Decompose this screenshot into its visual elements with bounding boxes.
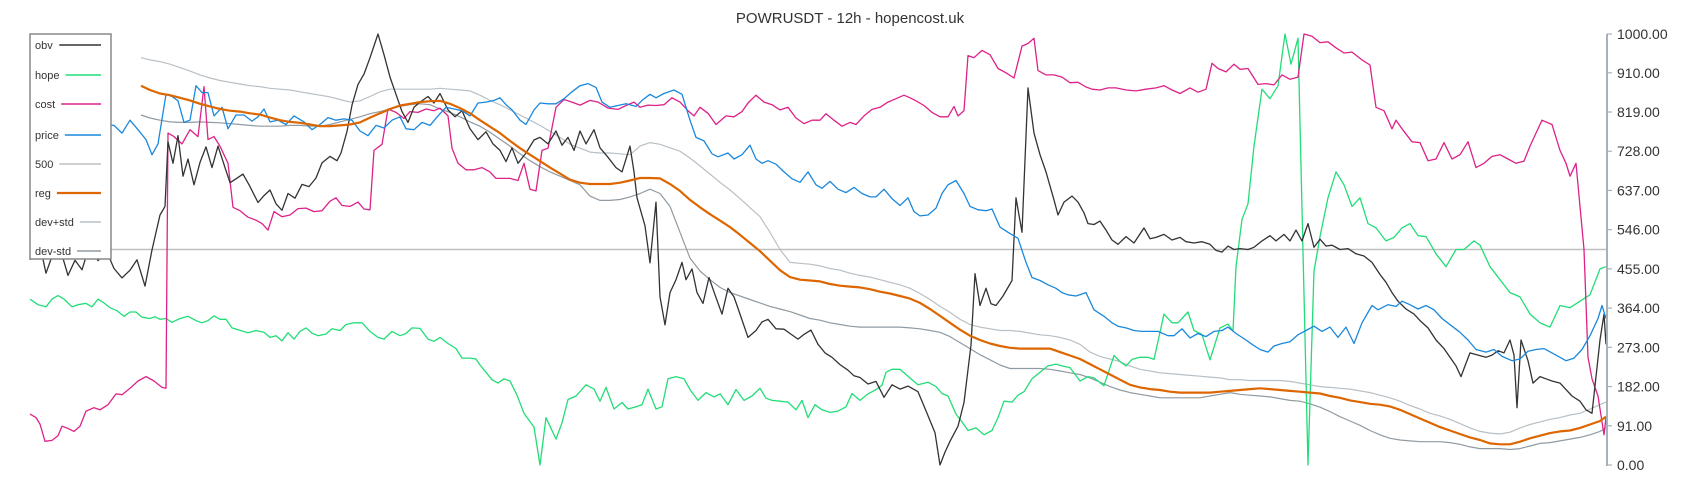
series-obv-line bbox=[29, 33, 1607, 466]
legend-item-hope[interactable]: hope bbox=[35, 70, 101, 82]
legend-item-reg[interactable]: reg bbox=[35, 188, 101, 200]
legend-item-dev-std[interactable]: dev-std bbox=[35, 246, 101, 258]
y-tick-label: 273.00 bbox=[1617, 339, 1660, 355]
y-tick-label: 364.00 bbox=[1617, 300, 1660, 316]
legend-item-obv[interactable]: obv bbox=[35, 40, 101, 52]
legend-label: price bbox=[35, 130, 59, 142]
legend-label: cost bbox=[35, 99, 55, 111]
legend-label: reg bbox=[35, 188, 51, 200]
series-dev-std-line bbox=[140, 57, 1607, 435]
series-dev-std-line bbox=[140, 103, 1607, 451]
legend-item-dev-std[interactable]: dev+std bbox=[35, 217, 101, 229]
series-reg-line bbox=[140, 84, 1607, 446]
series-price-line bbox=[29, 82, 1607, 362]
series-cost-line bbox=[29, 33, 1607, 442]
legend-label: dev-std bbox=[35, 246, 71, 258]
y-tick-label: 91.00 bbox=[1617, 418, 1652, 434]
legend-label: hope bbox=[35, 70, 59, 82]
y-tick-label: 728.00 bbox=[1617, 143, 1660, 159]
legend-label: obv bbox=[35, 40, 53, 52]
y-tick-label: 637.00 bbox=[1617, 182, 1660, 198]
y-tick-label: 455.00 bbox=[1617, 261, 1660, 277]
legend-item-price[interactable]: price bbox=[35, 130, 101, 142]
chart-title: POWRUSDT - 12h - hopencost.uk bbox=[735, 10, 965, 27]
legend-item-cost[interactable]: cost bbox=[35, 99, 101, 111]
y-tick-label: 182.00 bbox=[1617, 379, 1660, 395]
y-tick-label: 910.00 bbox=[1617, 65, 1660, 81]
legend: obv hope cost price 500 reg dev+std dev-std bbox=[29, 33, 112, 260]
y-axis: 1000.00 910.00 819.00 728.00 637.00 546.00 455… bbox=[1606, 26, 1668, 473]
y-tick-label: 1000.00 bbox=[1617, 26, 1668, 42]
legend-label: dev+std bbox=[35, 217, 74, 229]
y-tick-label: 546.00 bbox=[1617, 222, 1660, 238]
legend-label: 500 bbox=[35, 159, 53, 171]
legend-item-500[interactable]: 500 bbox=[35, 159, 101, 171]
series-hope-line bbox=[29, 33, 1607, 466]
y-tick-label: 0.00 bbox=[1617, 457, 1644, 473]
series-layer bbox=[29, 33, 1607, 466]
y-tick-label: 819.00 bbox=[1617, 104, 1660, 120]
